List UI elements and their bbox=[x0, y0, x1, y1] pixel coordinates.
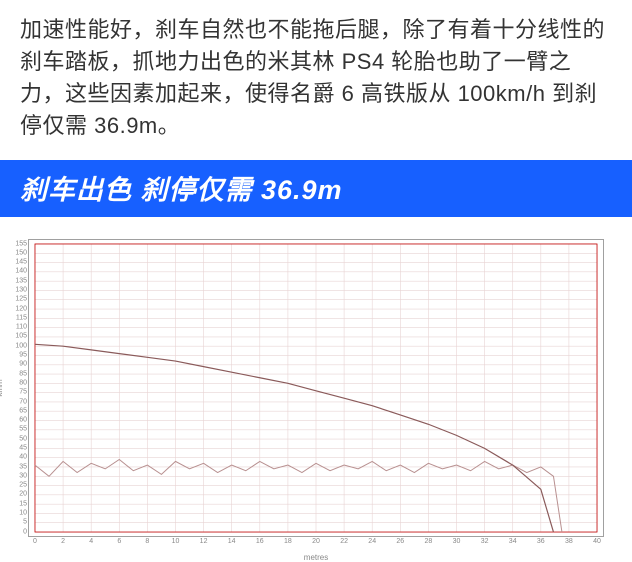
chart-container: 0 5 10 15 20 25 30 35 40 45 50 55 60 65 70 75 80 85 90 95 10… bbox=[0, 217, 632, 537]
article-text-content: 加速性能好，刹车自然也不能拖后腿，除了有着十分线性的刹车踏板，抓地力出色的米其林… bbox=[20, 17, 605, 138]
y-tick-label: 55 bbox=[7, 426, 27, 433]
y-tick-label: 65 bbox=[7, 407, 27, 414]
y-axis-labels: 0 5 10 15 20 25 30 35 40 45 50 55 60 65 70 75 80 85 90 95 10… bbox=[7, 240, 27, 536]
x-tick-label: 30 bbox=[453, 538, 461, 545]
x-tick-label: 2 bbox=[61, 538, 65, 545]
y-axis-title: km/h bbox=[0, 379, 4, 396]
x-tick-label: 28 bbox=[425, 538, 433, 545]
x-tick-label: 34 bbox=[509, 538, 517, 545]
headline-banner: 刹车出色 刹停仅需 36.9m bbox=[0, 160, 632, 217]
y-tick-label: 105 bbox=[7, 333, 27, 340]
y-tick-label: 150 bbox=[7, 249, 27, 256]
x-tick-label: 26 bbox=[396, 538, 404, 545]
y-tick-label: 100 bbox=[7, 342, 27, 349]
chart-svg bbox=[29, 240, 603, 536]
y-tick-label: 145 bbox=[7, 259, 27, 266]
x-tick-label: 0 bbox=[33, 538, 37, 545]
y-tick-label: 10 bbox=[7, 510, 27, 517]
y-tick-label: 75 bbox=[7, 389, 27, 396]
x-tick-label: 4 bbox=[89, 538, 93, 545]
y-tick-label: 90 bbox=[7, 361, 27, 368]
x-tick-label: 6 bbox=[117, 538, 121, 545]
x-tick-label: 36 bbox=[537, 538, 545, 545]
x-tick-label: 12 bbox=[200, 538, 208, 545]
y-tick-label: 5 bbox=[7, 519, 27, 526]
y-tick-label: 60 bbox=[7, 417, 27, 424]
y-tick-label: 80 bbox=[7, 379, 27, 386]
y-tick-label: 140 bbox=[7, 268, 27, 275]
x-tick-label: 8 bbox=[145, 538, 149, 545]
x-tick-label: 24 bbox=[368, 538, 376, 545]
x-axis-title: metres bbox=[304, 553, 328, 562]
x-tick-label: 32 bbox=[481, 538, 489, 545]
y-tick-label: 35 bbox=[7, 463, 27, 470]
y-tick-label: 115 bbox=[7, 314, 27, 321]
y-tick-label: 50 bbox=[7, 435, 27, 442]
y-tick-label: 0 bbox=[7, 528, 27, 535]
y-tick-label: 40 bbox=[7, 454, 27, 461]
y-tick-label: 110 bbox=[7, 324, 27, 331]
x-tick-label: 14 bbox=[228, 538, 236, 545]
braking-chart: 0510152025303540455055606570758085909510… bbox=[28, 239, 604, 537]
x-tick-label: 38 bbox=[565, 538, 573, 545]
y-tick-label: 15 bbox=[7, 500, 27, 507]
y-tick-label: 85 bbox=[7, 370, 27, 377]
y-tick-label: 20 bbox=[7, 491, 27, 498]
y-tick-label: 70 bbox=[7, 398, 27, 405]
x-tick-label: 10 bbox=[172, 538, 180, 545]
y-tick-label: 130 bbox=[7, 286, 27, 293]
x-tick-label: 20 bbox=[312, 538, 320, 545]
y-tick-label: 25 bbox=[7, 482, 27, 489]
x-tick-label: 16 bbox=[256, 538, 264, 545]
x-tick-label: 22 bbox=[340, 538, 348, 545]
y-tick-label: 95 bbox=[7, 352, 27, 359]
y-tick-label: 155 bbox=[7, 240, 27, 247]
x-tick-label: 18 bbox=[284, 538, 292, 545]
y-tick-label: 125 bbox=[7, 296, 27, 303]
x-axis-labels: 0246810121416182022242628303234363840 bbox=[29, 538, 603, 550]
x-tick-label: 40 bbox=[593, 538, 601, 545]
article-paragraph: 加速性能好，刹车自然也不能拖后腿，除了有着十分线性的刹车踏板，抓地力出色的米其林… bbox=[0, 0, 632, 160]
banner-text: 刹车出色 刹停仅需 36.9m bbox=[20, 175, 343, 205]
y-tick-label: 135 bbox=[7, 277, 27, 284]
y-tick-label: 30 bbox=[7, 472, 27, 479]
y-tick-label: 45 bbox=[7, 444, 27, 451]
y-tick-label: 120 bbox=[7, 305, 27, 312]
